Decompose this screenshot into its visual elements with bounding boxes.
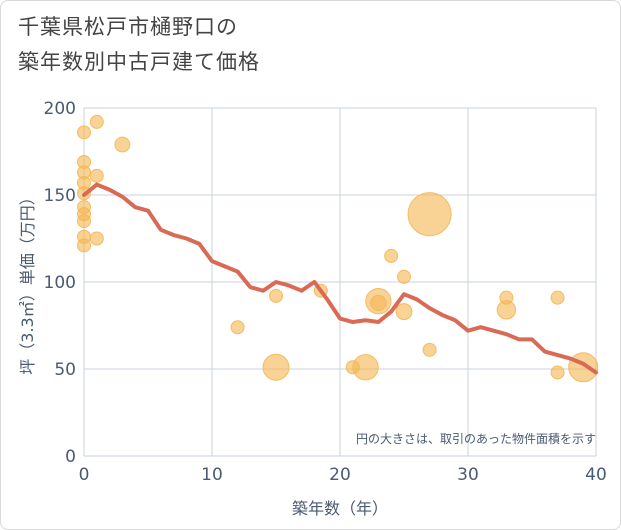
x-axis-label: 築年数（年） <box>292 499 388 518</box>
x-tick-labels: 0 10 20 30 40 <box>79 465 607 485</box>
bubble-point <box>77 238 91 253</box>
bubble-point <box>114 136 131 153</box>
bubble-point <box>89 231 104 246</box>
x-tick-label: 10 <box>201 465 223 485</box>
bubble-point <box>550 365 565 380</box>
bubble-point <box>568 352 599 383</box>
y-tick-label: 50 <box>54 360 76 380</box>
bubble-series <box>77 114 599 383</box>
y-tick-label: 100 <box>44 273 76 293</box>
trend-line <box>82 182 598 375</box>
bubble-point <box>384 248 399 263</box>
bubble-point <box>89 114 104 129</box>
bubble-point <box>269 288 283 303</box>
bubble-point <box>345 360 360 375</box>
x-tick-label: 40 <box>585 465 607 485</box>
y-tick-label: 0 <box>65 447 76 467</box>
bubble-point <box>499 290 514 305</box>
bubble-point <box>550 290 565 305</box>
bubble-point <box>407 192 452 237</box>
y-axis-label: 坪（3.3㎡）単価（万円） <box>18 189 37 374</box>
chart-title-line-2: 築年数別中古戸建て価格 <box>18 50 260 74</box>
chart-title: 千葉県松戸市樋野口の 築年数別中古戸建て価格 <box>18 10 260 80</box>
bubble-point <box>89 168 104 183</box>
x-tick-label: 0 <box>79 465 90 485</box>
bubble-point <box>370 294 387 312</box>
bubble-point <box>77 214 91 229</box>
y-tick-label: 150 <box>44 186 76 206</box>
y-tick-label: 200 <box>44 99 76 119</box>
bubble-point <box>230 320 245 335</box>
chart-title-line-1: 千葉県松戸市樋野口の <box>18 15 238 39</box>
x-tick-label: 30 <box>457 465 479 485</box>
bubble-point <box>262 353 290 381</box>
bubble-point <box>77 125 91 140</box>
bubble-point <box>397 269 411 284</box>
y-tick-labels: 0 50 100 150 200 <box>44 99 76 467</box>
bubble-point <box>395 303 413 321</box>
size-annotation: 円の大きさは、取引のあった物件面積を示す <box>356 431 596 446</box>
trend-line-group <box>82 182 598 375</box>
x-tick-label: 20 <box>329 465 351 485</box>
grid-lines <box>83 107 597 457</box>
bubble-point <box>422 342 437 357</box>
